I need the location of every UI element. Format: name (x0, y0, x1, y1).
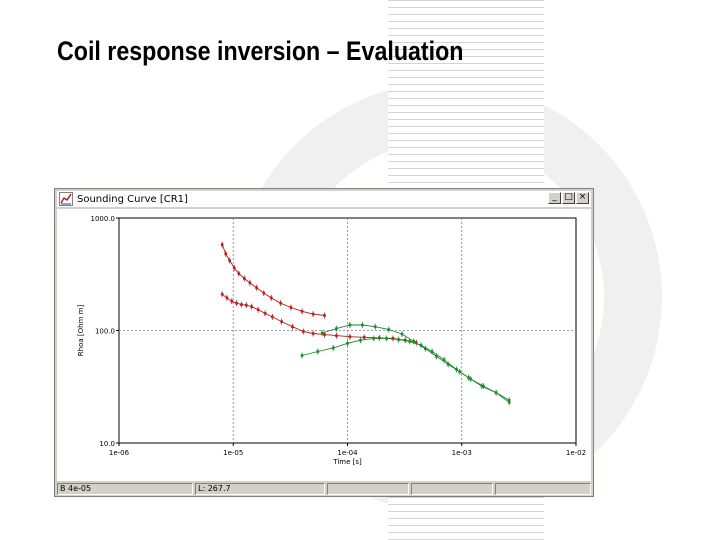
series-4-point (482, 384, 485, 388)
x-tick-label: 1e-04 (337, 449, 358, 457)
series-2-point (301, 330, 305, 333)
series-2-point (256, 308, 260, 312)
status-middle: L: 267.7 (195, 483, 325, 495)
plot-area[interactable]: 1e-06 1e-05 1e-04 1e-03 1e-02 1000.0 100.0 10.0… (57, 209, 591, 481)
series-4-point (361, 323, 364, 327)
series-1-point (224, 252, 228, 256)
app-icon (59, 192, 73, 206)
sounding-curve-window[interactable]: Sounding Curve [CR1] _ □ × 1e-06 1e-05 1e-… (54, 188, 594, 497)
y-axis-label: Rhoa [Ohm m] (77, 305, 85, 357)
series-4-point (387, 328, 391, 331)
series-4-point (373, 325, 377, 329)
series-1-point (279, 301, 282, 305)
series-3-point (419, 343, 423, 347)
maximize-button[interactable]: □ (562, 192, 575, 204)
series-4-point (412, 340, 416, 343)
series-4-point (400, 332, 404, 336)
status-cell-empty-1 (327, 483, 409, 495)
series-2-point (348, 335, 352, 339)
series-2-point (391, 337, 395, 340)
series-1-point (220, 243, 224, 246)
series-2-point (250, 305, 253, 308)
window-titlebar[interactable]: Sounding Curve [CR1] _ □ × (57, 191, 591, 207)
series-1-point (237, 272, 241, 275)
series-2-point (235, 301, 238, 305)
y-tick-label: 1000.0 (91, 215, 116, 223)
series-1-line (221, 244, 325, 316)
series-1-point (248, 281, 252, 285)
series-2-point (280, 320, 283, 323)
series-4-point (458, 370, 462, 374)
status-bar: B 4e-05 L: 267.7 (57, 483, 591, 495)
series-2-point (240, 303, 243, 306)
series-3-point (316, 350, 320, 353)
series-2-point (263, 312, 267, 315)
series-2-point (362, 336, 366, 339)
series-1-point (255, 286, 258, 290)
minimize-button[interactable]: _ (548, 192, 561, 204)
series-2-point (244, 303, 248, 307)
series-4-line (322, 324, 510, 403)
series-1-point (232, 266, 236, 270)
x-tick-label: 1e-06 (109, 449, 130, 457)
close-button[interactable]: × (576, 192, 589, 204)
series-4-point (424, 347, 427, 350)
series-2-point (378, 336, 381, 340)
series-2-point (225, 296, 229, 300)
status-cell-empty-2 (411, 483, 493, 495)
series-2-point (323, 333, 326, 336)
series-3-point (442, 358, 446, 362)
status-left: B 4e-05 (57, 483, 193, 495)
sounding-curve-chart[interactable]: 1e-06 1e-05 1e-04 1e-03 1e-02 1000.0 100.0 10.0… (57, 209, 591, 481)
x-tick-label: 1e-03 (452, 449, 472, 457)
series-3-point (372, 337, 376, 340)
series-3-point (480, 384, 484, 388)
status-cell-empty-3 (495, 483, 591, 495)
series-3-point (300, 354, 304, 357)
window-controls: _ □ × (548, 192, 589, 204)
series-4-point (348, 323, 352, 327)
series-4-point (446, 363, 450, 366)
x-tick-label: 1e-05 (223, 449, 243, 457)
series-3-point (385, 337, 388, 340)
series-2-point (335, 334, 338, 337)
series-1-point (243, 277, 246, 280)
series-4-point (507, 401, 511, 404)
window-title: Sounding Curve [CR1] (77, 193, 188, 205)
series-4-point (335, 327, 338, 330)
series-2-point (220, 292, 224, 296)
series-3-point (397, 338, 400, 341)
series-1-point (300, 310, 304, 313)
series-4-point (320, 331, 324, 335)
series-1-point (289, 306, 293, 309)
series-3-point (430, 350, 434, 353)
series-1-point (228, 259, 231, 262)
series-3-point (408, 340, 411, 343)
y-tick-label: 100.0 (95, 328, 115, 336)
series-2-line (221, 293, 417, 344)
y-tick-label: 10.0 (99, 440, 115, 448)
series-4-point (469, 377, 473, 381)
series-2-point (291, 325, 294, 329)
x-tick-label: 1e-02 (566, 449, 586, 457)
series-2-point (311, 332, 315, 335)
series-3-point (359, 338, 362, 342)
slide-title: Coil response inversion – Evaluation (57, 36, 464, 66)
series-4-point (435, 354, 438, 358)
series-4-point (494, 391, 498, 394)
series-1-point (323, 314, 326, 317)
series-1-point (269, 296, 273, 300)
series-2-point (230, 299, 234, 303)
series-3-point (331, 346, 335, 350)
x-axis-label: Time [s] (332, 458, 362, 466)
series-1-point (262, 291, 266, 295)
series-2-point (271, 315, 274, 319)
series-3-point (346, 341, 349, 345)
series-1-point (311, 312, 315, 316)
series-2-point (403, 338, 407, 342)
